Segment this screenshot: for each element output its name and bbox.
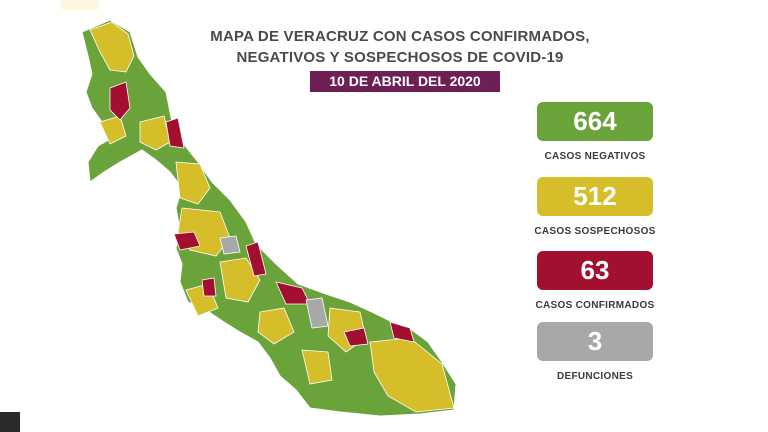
region-suspected-center-3 — [219, 257, 261, 303]
region-confirmed-veracruz — [245, 241, 267, 277]
region-confirmed-north — [109, 81, 131, 121]
region-deaths-1 — [219, 235, 241, 255]
negative-cases-box: 664 — [537, 102, 653, 141]
suspected-cases-label: CASOS SOSPECHOSOS — [534, 226, 656, 237]
region-suspected-west — [99, 115, 127, 145]
veracruz-map — [81, 19, 457, 417]
region-suspected-south-3 — [301, 349, 333, 385]
region-confirmed-coast-1 — [165, 117, 185, 149]
region-suspected-south-2 — [369, 337, 455, 413]
region-deaths-2 — [305, 297, 329, 329]
region-confirmed-southwest — [201, 277, 217, 297]
suspected-cases-box: 512 — [537, 177, 653, 216]
region-confirmed-coatza — [389, 321, 415, 343]
glare-artifact — [60, 0, 100, 10]
confirmed-cases-box: 63 — [537, 251, 653, 290]
negative-cases-label: CASOS NEGATIVOS — [544, 151, 646, 162]
confirmed-cases-label: CASOS CONFIRMADOS — [535, 300, 655, 311]
region-suspected-center-1 — [175, 161, 211, 205]
frame-corner — [0, 412, 20, 432]
region-suspected-north-2 — [139, 115, 171, 151]
deaths-value: 3 — [587, 326, 603, 356]
negative-cases-value: 664 — [573, 106, 617, 136]
page-title: MAPA DE VERACRUZ CON CASOS CONFIRMADOS, … — [200, 26, 600, 68]
region-confirmed-west — [173, 231, 201, 251]
deaths-box: 3 — [537, 322, 653, 361]
region-confirmed-south — [343, 327, 369, 347]
suspected-cases-value: 512 — [573, 181, 617, 211]
region-suspected-center-5 — [257, 307, 295, 345]
region-suspected-north — [89, 21, 135, 73]
deaths-label: DEFUNCIONES — [556, 371, 634, 382]
title-line-1: MAPA DE VERACRUZ CON CASOS CONFIRMADOS, — [210, 28, 590, 45]
title-line-2: NEGATIVOS Y SOSPECHOSOS DE COVID-19 — [236, 49, 564, 66]
state-outline — [81, 19, 457, 417]
confirmed-cases-value: 63 — [580, 255, 610, 285]
date-badge: 10 DE ABRIL DEL 2020 — [310, 71, 500, 92]
